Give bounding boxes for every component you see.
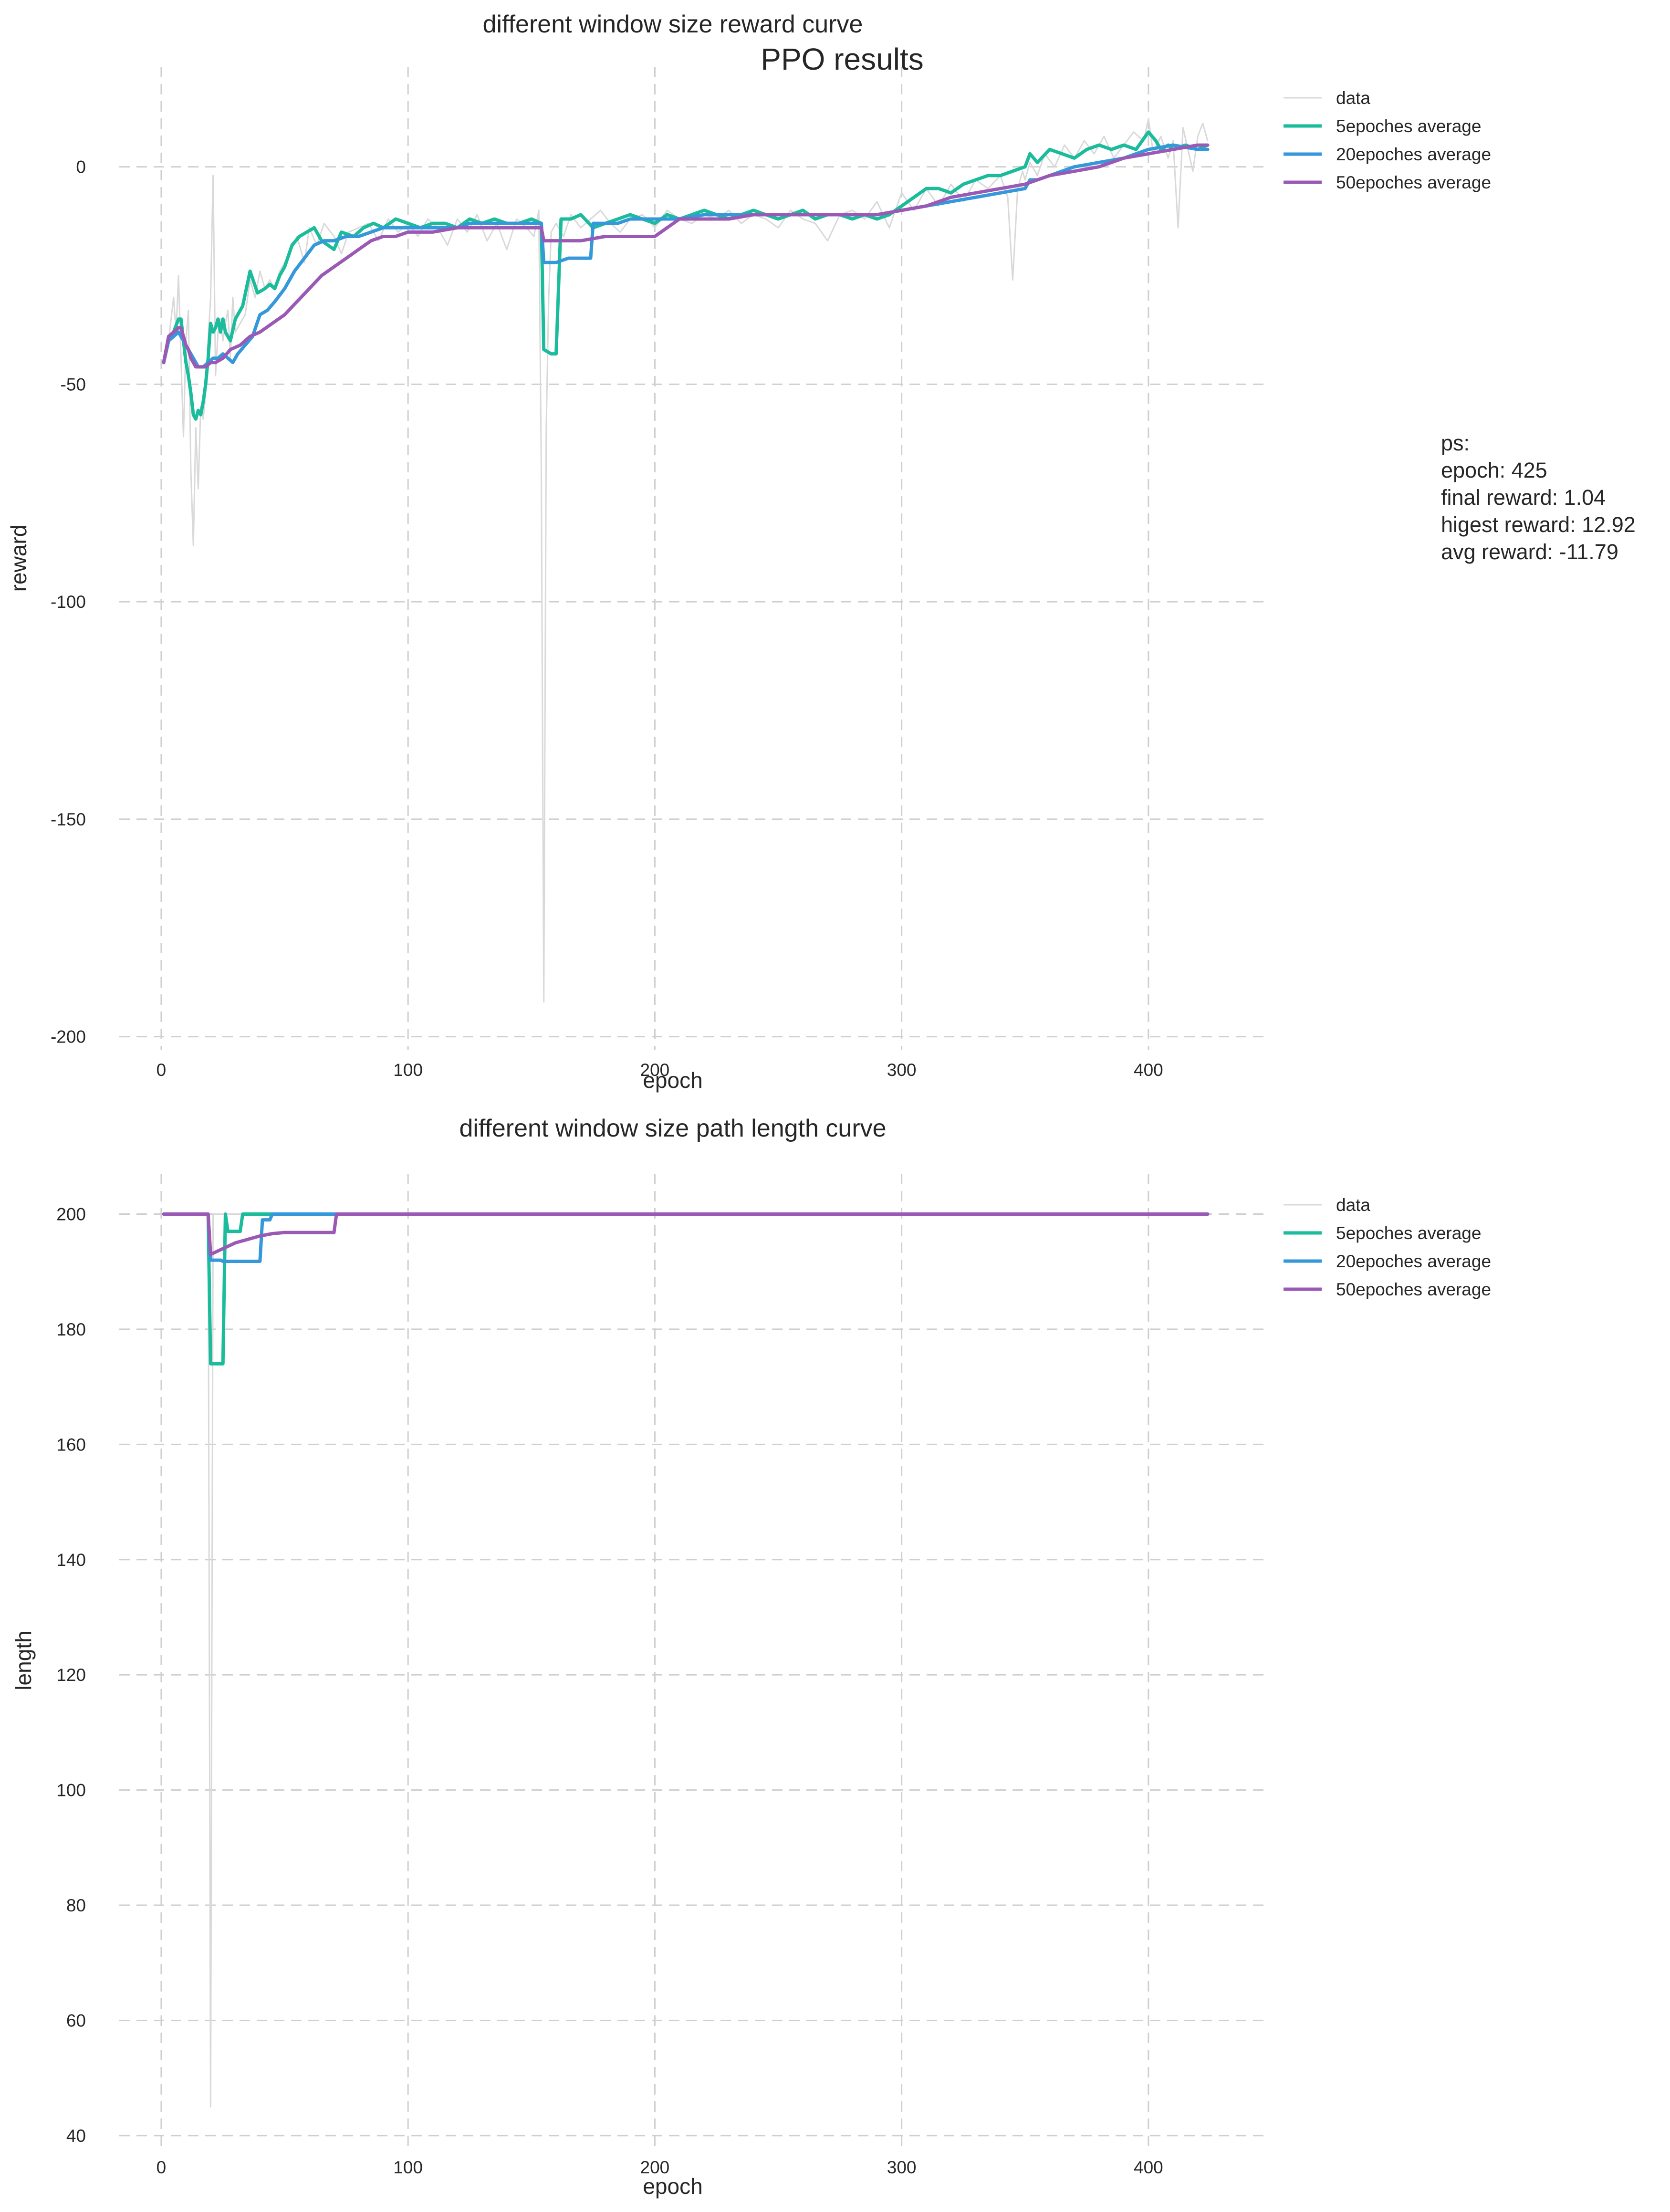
y-tick-label: -200 <box>51 1027 86 1047</box>
y-tick-label: 80 <box>66 1896 86 1915</box>
stats-note: ps: epoch: 425 final reward: 1.04 higest… <box>1441 431 1636 564</box>
x-tick-label: 0 <box>157 2158 167 2177</box>
chart-title: different window size reward curve <box>483 10 863 38</box>
x-tick-label: 200 <box>640 2158 670 2177</box>
legend-label-avg5: 5epoches average <box>1336 116 1481 136</box>
y-tick-label: 140 <box>56 1550 86 1570</box>
x-tick-label: 300 <box>887 2158 917 2177</box>
x-tick-label: 0 <box>157 1060 167 1080</box>
x-tick-label: 200 <box>640 1060 670 1080</box>
y-tick-label: 100 <box>56 1781 86 1800</box>
series-line-data <box>163 1213 1209 2108</box>
x-axis-label: epoch <box>643 2174 702 2199</box>
figure-title: PPO results <box>761 42 923 76</box>
series-line-avg50 <box>162 143 1210 369</box>
legend-label-data: data <box>1336 1195 1370 1215</box>
y-tick-label: 180 <box>56 1320 86 1339</box>
y-tick-label: 160 <box>56 1435 86 1454</box>
note-line-ps: ps: <box>1441 431 1470 455</box>
x-tick-label: 100 <box>393 2158 423 2177</box>
y-tick-label: -150 <box>51 810 86 829</box>
note-line-epoch: epoch: 425 <box>1441 458 1547 482</box>
legend-label-avg50: 50epoches average <box>1336 173 1491 192</box>
series-line-avg50 <box>162 1212 1210 1256</box>
legend-label-data: data <box>1336 88 1370 108</box>
note-line-highest-reward: higest reward: 12.92 <box>1441 512 1636 537</box>
note-line-final-reward: final reward: 1.04 <box>1441 485 1606 510</box>
legend-label-avg20: 20epoches average <box>1336 1252 1491 1271</box>
series-line-avg20 <box>162 143 1210 369</box>
y-axis-label: reward <box>6 525 31 592</box>
y-tick-label: 200 <box>56 1204 86 1224</box>
x-tick-label: 400 <box>1134 1060 1163 1080</box>
y-tick-label: -100 <box>51 592 86 612</box>
note-line-avg-reward: avg reward: -11.79 <box>1441 540 1618 564</box>
x-axis-label: epoch <box>643 1068 702 1093</box>
reward-chart: 0 100 200 300 400 0 -50 -100 -150 -200 different w… <box>6 10 1491 1093</box>
y-tick-label: -50 <box>61 375 86 394</box>
legend-label-avg50: 50epoches average <box>1336 1280 1491 1299</box>
x-tick-label: 300 <box>887 1060 917 1080</box>
legend-label-avg20: 20epoches average <box>1336 145 1491 164</box>
y-axis-label: length <box>11 1630 36 1690</box>
x-tick-label: 400 <box>1134 2158 1163 2177</box>
y-tick-label: 40 <box>66 2126 86 2146</box>
length-chart: 0 100 200 300 400 200 180 160 140 120 100 80 60 40 dif… <box>11 1115 1491 2199</box>
series-line-avg20 <box>162 1212 1210 1263</box>
y-tick-label: 0 <box>76 157 86 177</box>
y-tick-label: 120 <box>56 1665 86 1685</box>
chart-title: different window size path length curve <box>459 1115 886 1142</box>
series-line-data <box>163 118 1209 1003</box>
legend-label-avg5: 5epoches average <box>1336 1223 1481 1243</box>
series-line-avg5 <box>162 1212 1210 1366</box>
x-tick-label: 100 <box>393 1060 423 1080</box>
y-tick-label: 60 <box>66 2011 86 2030</box>
series-line-avg5 <box>162 130 1210 421</box>
